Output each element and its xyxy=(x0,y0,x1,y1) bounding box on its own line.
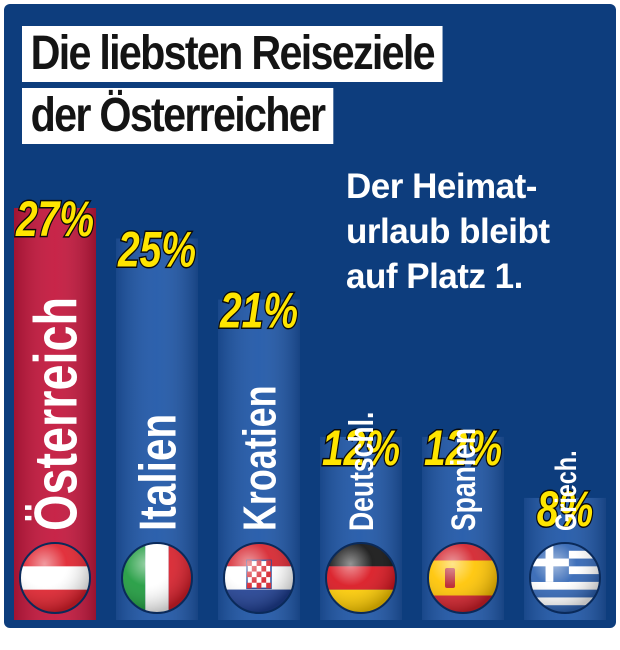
note-line-3: auf Platz 1. xyxy=(346,257,523,296)
percent-label-4: 12% xyxy=(424,419,502,476)
category-label-5: Griech. xyxy=(549,450,582,531)
category-label-0: Österreich xyxy=(23,297,90,531)
flag-shine-5 xyxy=(530,543,600,613)
percent-label-0: 27% xyxy=(15,190,94,247)
category-label-4: Spanien xyxy=(445,428,483,531)
percent-label-3: 12% xyxy=(322,419,400,476)
category-label-2: Kroatien xyxy=(234,385,285,531)
flag-rim-4 xyxy=(427,542,499,614)
title-line-1: Die liebsten Reiseziele xyxy=(22,26,443,82)
flag-shine-4 xyxy=(428,543,498,613)
flag-shine-0 xyxy=(20,543,90,613)
category-label-3: Deutschl. xyxy=(343,412,381,531)
percent-label-2: 21% xyxy=(219,282,298,339)
flag-shine-2 xyxy=(224,543,294,613)
flag-shine-3 xyxy=(326,543,396,613)
note-text: Der Heimat- urlaub bleibt auf Platz 1. xyxy=(346,164,550,299)
percent-label-5: 8% xyxy=(537,480,593,537)
flag-rim-2 xyxy=(223,542,295,614)
category-label-1: Italien xyxy=(129,414,187,531)
note-line-2: urlaub bleibt xyxy=(346,212,550,251)
flag-shine-1 xyxy=(122,543,192,613)
title-line-2: der Österreicher xyxy=(22,88,333,144)
flag-rim-5 xyxy=(529,542,601,614)
note-line-1: Der Heimat- xyxy=(346,167,537,206)
flag-rim-1 xyxy=(121,542,193,614)
flag-rim-0 xyxy=(19,542,91,614)
percent-label-1: 25% xyxy=(117,221,196,278)
flag-rim-3 xyxy=(325,542,397,614)
